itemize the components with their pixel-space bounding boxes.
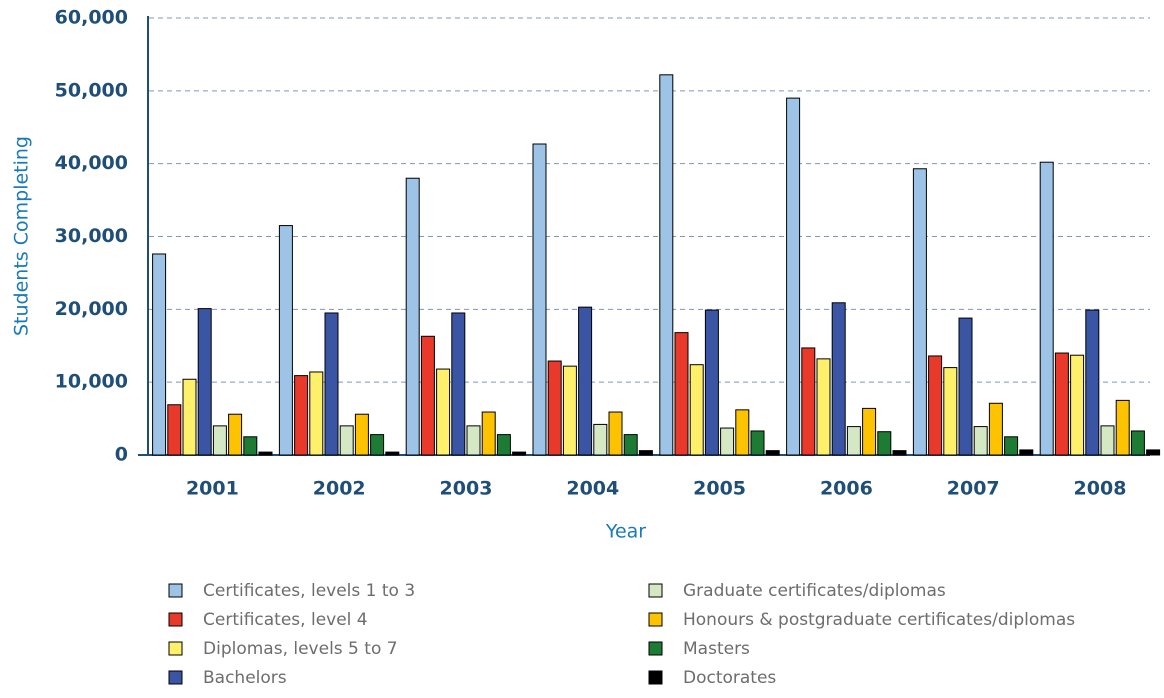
y-tick-label: 40,000 <box>55 152 128 174</box>
bar <box>1115 399 1130 456</box>
bar <box>532 143 547 456</box>
y-tick-label: 10,000 <box>55 371 128 393</box>
bar <box>1130 430 1145 456</box>
bar <box>593 423 608 456</box>
bar <box>258 451 273 456</box>
bar <box>892 450 907 456</box>
bar <box>765 450 780 456</box>
bar <box>831 302 846 456</box>
bar <box>370 434 385 456</box>
bar <box>816 358 831 456</box>
bar <box>1019 449 1034 456</box>
bar <box>801 347 816 456</box>
bar <box>197 308 212 456</box>
x-tick-label: 2005 <box>693 478 746 500</box>
bar <box>608 411 623 456</box>
bar <box>294 375 309 456</box>
bar <box>339 425 354 456</box>
legend-label: Certificates, levels 1 to 3 <box>203 581 415 601</box>
legend-label: Certificates, level 4 <box>203 610 368 630</box>
bar <box>182 378 197 456</box>
bar <box>466 425 481 456</box>
y-axis-title: Students Completing <box>11 136 33 336</box>
bar <box>846 426 861 456</box>
bar <box>928 355 943 456</box>
bar <box>943 367 958 456</box>
bar <box>659 74 674 456</box>
y-tick-label: 60,000 <box>55 7 128 29</box>
legend-swatch <box>168 641 183 656</box>
bar <box>720 427 735 456</box>
bar <box>735 409 750 456</box>
x-tick-label: 2001 <box>186 478 239 500</box>
bar <box>324 312 339 456</box>
legend-swatch <box>648 641 663 656</box>
legend-label: Masters <box>683 639 750 659</box>
legend-label: Diplomas, levels 5 to 7 <box>203 639 398 659</box>
bar <box>496 434 511 456</box>
legend-label: Honours & postgraduate certificates/dipl… <box>683 610 1075 630</box>
bar <box>451 312 466 456</box>
bar <box>578 306 593 456</box>
x-tick-label: 2008 <box>1074 478 1127 500</box>
bar <box>973 426 988 456</box>
bar <box>243 436 258 456</box>
bar <box>638 450 653 456</box>
bar <box>988 402 1003 456</box>
bar <box>689 364 704 456</box>
legend-swatch <box>168 670 183 685</box>
y-tick-label: 20,000 <box>55 298 128 320</box>
legend-label: Graduate certificates/diplomas <box>683 581 946 601</box>
bar <box>562 365 577 456</box>
bar <box>623 434 638 456</box>
bar <box>278 225 293 456</box>
bar <box>228 413 243 456</box>
bar <box>152 253 167 456</box>
bar <box>1070 354 1085 456</box>
bar <box>212 425 227 456</box>
bar <box>1039 161 1054 456</box>
x-tick-label: 2006 <box>820 478 873 500</box>
bar <box>912 168 927 456</box>
bar <box>1146 449 1161 456</box>
y-tick-label: 30,000 <box>55 225 128 247</box>
bar <box>786 97 801 456</box>
bar <box>877 431 892 456</box>
bar <box>958 317 973 456</box>
bar <box>862 407 877 456</box>
bar <box>512 451 527 456</box>
bar <box>405 177 420 456</box>
legend-swatch <box>648 670 663 685</box>
x-axis-title: Year <box>605 521 646 543</box>
bar <box>547 360 562 456</box>
y-tick-label: 0 <box>115 444 128 466</box>
bar <box>750 430 765 456</box>
y-tick-label: 50,000 <box>55 79 128 101</box>
bar <box>1100 425 1115 456</box>
bar <box>481 411 496 456</box>
bar <box>1085 309 1100 456</box>
legend-swatch <box>648 583 663 598</box>
bar <box>436 368 451 456</box>
bar <box>309 371 324 456</box>
legend-swatch <box>168 612 183 627</box>
bar <box>420 335 435 456</box>
bar <box>704 309 719 456</box>
legend-swatch <box>168 583 183 598</box>
bar <box>1054 352 1069 456</box>
bar <box>385 451 400 456</box>
x-tick-label: 2007 <box>947 478 1000 500</box>
bar <box>167 404 182 456</box>
x-tick-label: 2004 <box>566 478 619 500</box>
x-tick-label: 2003 <box>440 478 493 500</box>
bar <box>354 413 369 456</box>
x-tick-label: 2002 <box>313 478 366 500</box>
legend-swatch <box>648 612 663 627</box>
legend-label: Doctorates <box>683 668 776 688</box>
legend-label: Bachelors <box>203 668 287 688</box>
bar <box>674 332 689 456</box>
bar <box>1004 436 1019 456</box>
